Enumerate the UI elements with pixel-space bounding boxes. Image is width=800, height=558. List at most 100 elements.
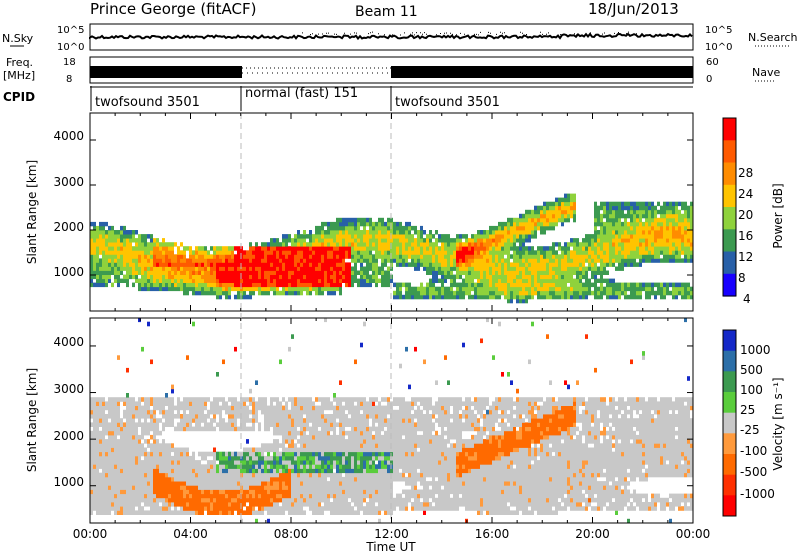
power-cell — [501, 222, 504, 226]
velocity-cell — [144, 410, 147, 415]
power-cell — [99, 258, 102, 262]
velocity-cell — [102, 435, 105, 440]
power-cell — [471, 254, 474, 258]
power-cell — [630, 262, 633, 267]
power-cell — [480, 258, 483, 262]
power-cell — [564, 267, 567, 271]
power-cell — [630, 250, 633, 255]
velocity-cell — [243, 452, 246, 457]
velocity-cell — [228, 460, 231, 465]
velocity-cell — [159, 498, 162, 503]
power-cell — [138, 238, 141, 242]
velocity-cell — [204, 494, 207, 499]
velocity-cell — [114, 427, 117, 432]
power-cell — [360, 242, 363, 246]
velocity-cell — [99, 439, 102, 444]
power-cell — [687, 210, 690, 214]
velocity-cell — [282, 406, 285, 411]
power-cell — [477, 246, 480, 251]
power-cell — [186, 287, 189, 291]
power-cell — [129, 262, 132, 267]
power-cell — [477, 258, 480, 262]
power-cell — [330, 226, 333, 231]
power-cell — [252, 279, 255, 283]
power-cell — [342, 250, 345, 255]
power-cell — [411, 250, 414, 255]
velocity-cell — [297, 397, 300, 402]
power-cell — [471, 262, 474, 267]
power-cell — [627, 262, 630, 267]
velocity-cell — [246, 397, 249, 402]
power-cell — [549, 279, 552, 283]
power-cell — [315, 279, 318, 283]
power-cell — [579, 246, 582, 251]
power-cell — [264, 275, 267, 280]
velocity-cell — [126, 485, 129, 490]
power-cell — [153, 275, 156, 280]
velocity-cell — [273, 506, 276, 511]
velocity-cell — [222, 418, 225, 423]
power-cell — [186, 262, 189, 267]
power-cell — [681, 222, 684, 226]
power-cell — [150, 246, 153, 251]
velocity-cell — [243, 410, 246, 415]
power-cell — [687, 291, 690, 296]
power-cell — [636, 206, 639, 211]
velocity-cell — [219, 418, 222, 423]
power-cell — [621, 222, 624, 226]
power-cell — [525, 234, 528, 239]
velocity-cell — [141, 473, 144, 478]
power-cell — [270, 275, 273, 280]
velocity-cell — [243, 401, 246, 406]
power-cell — [489, 267, 492, 271]
power-cell — [381, 283, 384, 288]
power-cell — [495, 238, 498, 242]
power-cell — [396, 258, 399, 262]
power-cell — [441, 295, 444, 300]
power-cell — [132, 271, 135, 276]
power-cell — [438, 246, 441, 251]
power-cell — [183, 291, 186, 296]
power-cell — [654, 210, 657, 214]
velocity-cell — [303, 481, 306, 486]
power-cell — [351, 242, 354, 246]
velocity-cell — [165, 443, 168, 448]
power-cell — [627, 287, 630, 291]
power-cell — [516, 283, 519, 288]
power-cell — [120, 262, 123, 267]
velocity-cell — [129, 502, 132, 507]
velocity-cell — [165, 422, 168, 427]
velocity-cell — [258, 406, 261, 411]
velocity-cell — [93, 502, 96, 507]
power-cell — [375, 238, 378, 242]
velocity-cell — [255, 380, 258, 385]
power-cell — [585, 271, 588, 276]
power-cell — [264, 246, 267, 251]
power-cell — [657, 291, 660, 296]
power-cell — [657, 234, 660, 239]
power-cell — [357, 283, 360, 288]
velocity-cell — [291, 414, 294, 419]
power-cell — [126, 262, 129, 267]
power-cell — [672, 287, 675, 291]
power-cell — [411, 291, 414, 296]
velocity-cell — [108, 397, 111, 402]
velocity-cell — [264, 494, 267, 499]
velocity-cell — [192, 464, 195, 469]
power-cell — [288, 234, 291, 239]
velocity-cell — [225, 452, 228, 457]
power-cell — [570, 214, 573, 219]
velocity-cell — [297, 401, 300, 406]
velocity-cell — [108, 485, 111, 490]
power-cell — [687, 234, 690, 239]
power-cell — [576, 262, 579, 267]
power-cell — [450, 283, 453, 288]
power-cell — [237, 283, 240, 288]
power-cell — [231, 275, 234, 280]
velocity-cell — [192, 473, 195, 478]
velocity-cell — [114, 502, 117, 507]
power-cell — [420, 226, 423, 231]
power-cell — [630, 234, 633, 239]
power-cell — [105, 250, 108, 255]
power-cell — [597, 250, 600, 255]
